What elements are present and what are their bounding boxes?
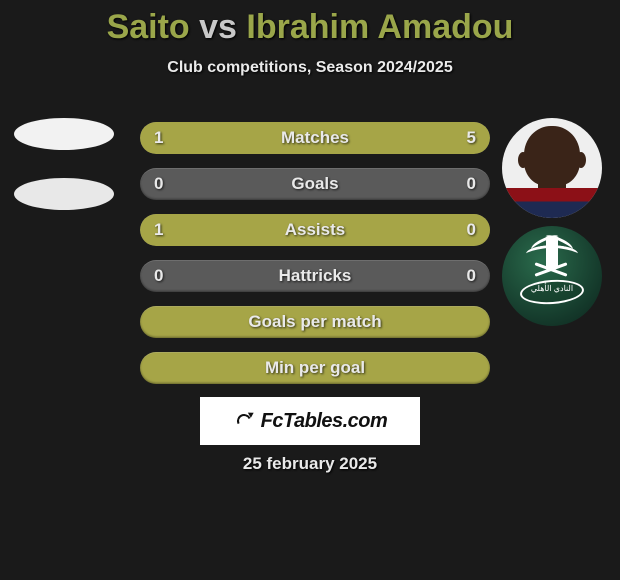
right-player-avatars: النادي الأهلي bbox=[502, 118, 602, 334]
stat-label: Min per goal bbox=[140, 352, 490, 384]
stat-bar-assists: 10Assists bbox=[140, 214, 490, 246]
left-player-avatars bbox=[14, 118, 114, 234]
player-left-name: Saito bbox=[107, 8, 190, 46]
stat-bars: 15Matches 00Goals 10Assists 00Hattricks Goal… bbox=[140, 122, 490, 398]
stat-label: Goals per match bbox=[140, 306, 490, 338]
comparison-title: Saito vs Ibrahim Amadou bbox=[0, 0, 620, 47]
comparison-date: 25 february 2025 bbox=[0, 454, 620, 474]
fctables-badge-text: FcTables.com bbox=[261, 410, 388, 433]
stat-bar-matches: 15Matches bbox=[140, 122, 490, 154]
player-left-photo-placeholder bbox=[14, 118, 114, 150]
stat-bar-min-per-goal: Min per goal bbox=[140, 352, 490, 384]
fctables-logo-icon bbox=[233, 410, 255, 432]
title-vs: vs bbox=[199, 8, 237, 46]
player-left-club-placeholder bbox=[14, 178, 114, 210]
stat-label: Matches bbox=[140, 122, 490, 154]
stat-label: Goals bbox=[140, 168, 490, 200]
stat-bar-goals-per-match: Goals per match bbox=[140, 306, 490, 338]
player-right-name: Ibrahim Amadou bbox=[246, 8, 513, 46]
stat-label: Hattricks bbox=[140, 260, 490, 292]
stat-bar-hattricks: 00Hattricks bbox=[140, 260, 490, 292]
stat-bar-goals: 00Goals bbox=[140, 168, 490, 200]
comparison-subtitle: Club competitions, Season 2024/2025 bbox=[0, 59, 620, 77]
player-right-photo bbox=[502, 118, 602, 218]
fctables-badge[interactable]: FcTables.com bbox=[200, 397, 420, 445]
player-right-club-crest: النادي الأهلي bbox=[502, 226, 602, 326]
stat-label: Assists bbox=[140, 214, 490, 246]
